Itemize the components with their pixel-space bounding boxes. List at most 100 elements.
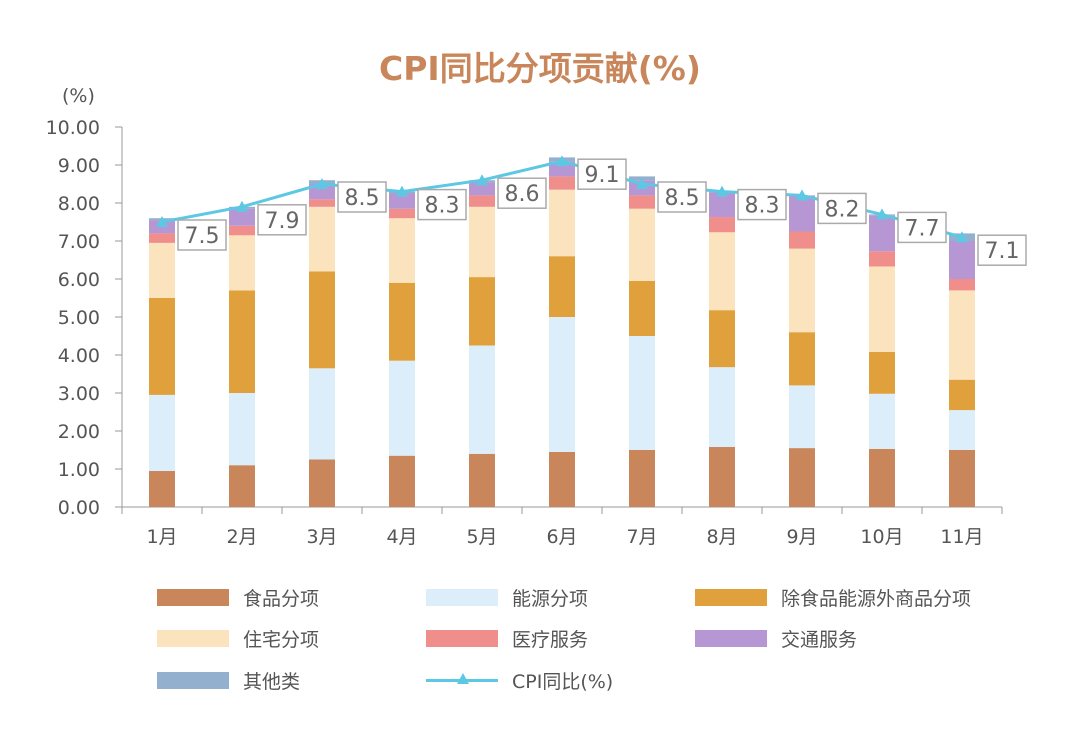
bar-segment-5 (629, 195, 655, 209)
cpi-point-marker (396, 185, 408, 197)
cpi-point-marker (636, 178, 648, 189)
bar-segment-2 (389, 360, 415, 456)
bar-segment-4 (869, 266, 895, 352)
bar-segment-4 (789, 248, 815, 333)
bar-segment-5 (789, 231, 815, 249)
bar-segment-5 (389, 208, 415, 219)
bar-segment-6 (389, 193, 415, 209)
x-tick-label: 2月 (226, 526, 257, 548)
data-label: 7.5 (185, 224, 220, 249)
bar-segment-5 (309, 199, 335, 207)
data-label-box (497, 177, 547, 209)
bar-segment-1 (869, 448, 895, 507)
bar-segment-1 (629, 450, 655, 507)
data-label-box (737, 188, 787, 221)
bar-segment-3 (949, 379, 975, 411)
bar-segment-2 (869, 393, 895, 449)
y-tick-label: 5.00 (58, 307, 100, 329)
x-tick-label: 11月 (940, 526, 983, 548)
bar-segment-4 (469, 206, 495, 278)
y-tick-label: 4.00 (58, 345, 100, 367)
data-label-box (657, 181, 707, 213)
bar-segment-3 (789, 332, 815, 386)
bar-segment-2 (229, 393, 255, 466)
bar-segment-1 (149, 470, 175, 507)
x-tick-label: 7月 (626, 526, 657, 548)
bar-segment-4 (549, 189, 575, 257)
bar-segment-4 (229, 235, 255, 291)
bar-segment-6 (869, 215, 895, 252)
bar-segment-5 (229, 225, 255, 236)
bar-segment-1 (229, 465, 255, 507)
cpi-point-marker (556, 155, 568, 167)
x-tick-label: 4月 (386, 526, 417, 548)
bar-segment-4 (149, 242, 175, 298)
x-tick-label: 8月 (706, 526, 737, 548)
cpi-point-marker (476, 174, 488, 186)
x-tick-label: 9月 (786, 526, 817, 548)
bar-segment-2 (549, 317, 575, 452)
cpi-point-marker (796, 189, 808, 201)
y-tick-label: 10.00 (46, 117, 100, 139)
data-label: 7.9 (265, 209, 300, 234)
data-label-box (577, 158, 627, 190)
data-label-box (417, 188, 467, 221)
x-tick-label: 6月 (546, 526, 577, 548)
bar-segment-1 (789, 448, 815, 507)
bar-segment-1 (309, 459, 335, 507)
data-label: 8.5 (665, 186, 700, 211)
x-tick-label: 1月 (146, 526, 177, 548)
bar-segment-4 (629, 208, 655, 281)
bar-segment-6 (549, 161, 575, 177)
bar-segment-6 (229, 208, 255, 226)
cpi-point-marker (956, 231, 968, 243)
bar-segment-3 (149, 298, 175, 395)
y-tick-label: 0.00 (58, 497, 100, 519)
bar-segment-2 (949, 410, 975, 450)
bar-segment-2 (789, 385, 815, 449)
bar-segment-6 (949, 241, 975, 279)
bar-segment-3 (869, 351, 895, 394)
data-label: 8.3 (425, 194, 460, 219)
bar-segment-2 (709, 367, 735, 447)
bar-segment-1 (389, 455, 415, 507)
data-label-box (897, 211, 947, 244)
bar-segment-6 (469, 182, 495, 196)
bar-segment-1 (549, 451, 575, 507)
data-label: 8.2 (825, 197, 860, 222)
bar-segment-4 (309, 206, 335, 272)
y-tick-label: 9.00 (58, 155, 100, 177)
x-tick-label: 3月 (306, 526, 337, 548)
bar-segment-4 (949, 290, 975, 380)
bar-segment-3 (229, 290, 255, 393)
y-tick-label: 2.00 (58, 421, 100, 443)
cpi-point-marker (876, 208, 888, 220)
cpi-point-marker (316, 178, 328, 189)
bar-segment-1 (469, 453, 495, 507)
y-tick-label: 7.00 (58, 231, 100, 253)
bar-segment-5 (869, 251, 895, 267)
bar-segment-5 (949, 279, 975, 291)
bar-segment-2 (629, 336, 655, 450)
bar-segment-2 (309, 368, 335, 460)
bar-segment-4 (389, 218, 415, 283)
data-label: 8.5 (345, 186, 380, 211)
data-label-box (817, 192, 867, 225)
bar-segment-3 (629, 280, 655, 336)
data-label: 7.7 (905, 216, 940, 241)
bar-segment-3 (309, 271, 335, 369)
bar-segment-3 (549, 256, 575, 317)
x-tick-label: 5月 (466, 526, 497, 548)
bar-segment-5 (469, 195, 495, 207)
bar-segment-2 (149, 394, 175, 471)
bar-segment-3 (469, 277, 495, 346)
data-label: 8.6 (505, 182, 540, 207)
y-tick-label: 1.00 (58, 459, 100, 481)
data-label: 9.1 (585, 163, 620, 188)
y-axis-unit-label: (%) (62, 85, 95, 107)
bar-segment-6 (789, 195, 815, 232)
cpi-point-marker (236, 200, 248, 212)
x-tick-label: 10月 (860, 526, 903, 548)
bar-segment-1 (949, 450, 975, 507)
